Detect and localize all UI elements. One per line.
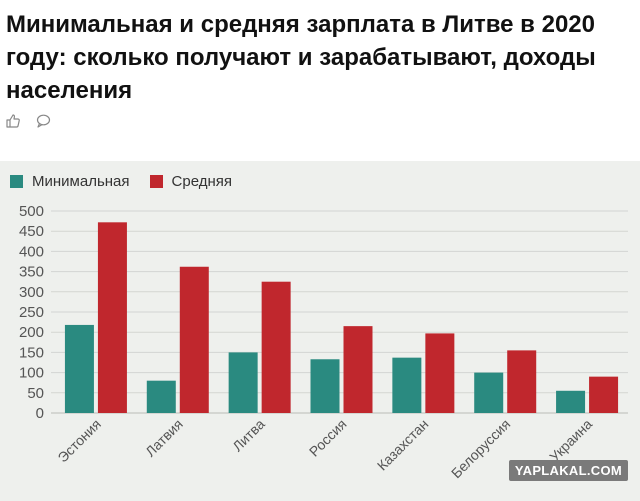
legend-item-minimal: Минимальная: [10, 173, 130, 190]
bar-average: [97, 222, 127, 413]
bar-average: [425, 333, 455, 413]
bar-minimal: [64, 324, 94, 413]
bar-average: [261, 281, 291, 413]
x-tick-label: Латвия: [142, 416, 186, 460]
chart-legend: Минимальная Средняя: [10, 173, 252, 190]
bar-minimal: [474, 372, 504, 413]
bar-minimal: [556, 390, 586, 413]
bar-average: [589, 376, 619, 413]
legend-label-average: Средняя: [171, 173, 232, 190]
y-tick-label: 350: [19, 264, 44, 281]
y-tick-label: 450: [19, 223, 44, 240]
y-tick-label: 400: [19, 243, 44, 260]
x-tick-label: Эстония: [54, 416, 104, 466]
y-tick-label: 100: [19, 365, 44, 382]
bar-minimal: [146, 380, 176, 413]
chart-panel: Минимальная Средняя 500 450 400 350 300 250 20…: [0, 161, 640, 501]
watermark-logo: YAPLAKAL.COM: [508, 460, 628, 481]
legend-swatch-minimal: [10, 175, 23, 188]
y-tick-label: 0: [36, 405, 44, 422]
bar-average: [507, 350, 537, 413]
y-tick-label: 300: [19, 284, 44, 301]
y-tick-label: 250: [19, 304, 44, 321]
bar-minimal: [228, 352, 258, 413]
bar-minimal: [310, 359, 340, 413]
article-actions: [5, 113, 51, 129]
x-tick-label: Казахстан: [374, 416, 432, 474]
x-tick-label: Белоруссия: [448, 416, 513, 481]
y-tick-label: 50: [27, 385, 44, 402]
legend-label-minimal: Минимальная: [32, 173, 130, 190]
legend-swatch-average: [149, 175, 163, 188]
y-tick-label: 200: [19, 324, 44, 341]
thumbs-up-icon[interactable]: [5, 113, 21, 129]
x-tick-label: Литва: [229, 416, 268, 455]
x-tick-label: Украина: [546, 416, 595, 465]
legend-item-average: Средняя: [149, 173, 232, 190]
bar-average: [179, 266, 209, 413]
page-title: Минимальная и средняя зарплата в Литве в…: [6, 11, 596, 104]
y-tick-label: 150: [19, 344, 44, 361]
bar-minimal: [392, 357, 422, 413]
comment-icon[interactable]: [35, 113, 51, 129]
x-tick-label: Россия: [306, 416, 350, 460]
y-tick-label: 500: [19, 203, 44, 220]
bar-average: [343, 326, 373, 413]
